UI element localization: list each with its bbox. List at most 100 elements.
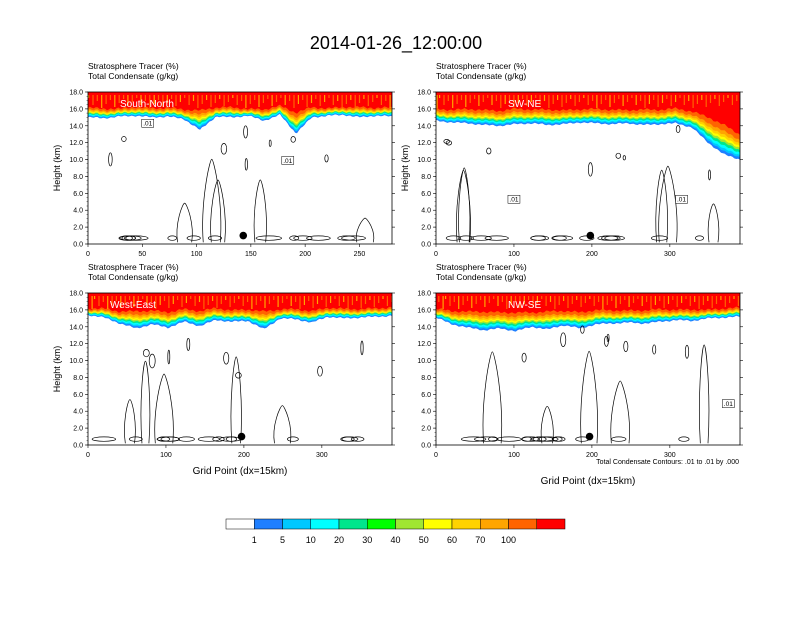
tracer-streak bbox=[171, 92, 173, 99]
y-tick-label: 8.0 bbox=[73, 174, 83, 181]
tracer-streak bbox=[267, 92, 269, 99]
tracer-streak bbox=[563, 293, 565, 301]
colorbar-swatch bbox=[395, 518, 424, 530]
tracer-streak bbox=[177, 293, 179, 300]
tracer-streak bbox=[290, 293, 292, 306]
tracer-streak bbox=[720, 293, 722, 300]
tracer-streak bbox=[192, 92, 195, 101]
y-tick-label: 14.0 bbox=[69, 324, 83, 331]
y-tick-label: 2.0 bbox=[421, 426, 431, 433]
tracer-streak bbox=[385, 92, 387, 101]
tracer-streak bbox=[179, 92, 181, 102]
contour-tower bbox=[655, 169, 668, 243]
panel-header-condensate: Total Condensate (g/kg) bbox=[436, 272, 526, 282]
contour-low bbox=[337, 235, 356, 241]
tracer-streak bbox=[552, 92, 554, 104]
tracer-streak bbox=[456, 92, 458, 104]
tracer-streak bbox=[613, 92, 615, 103]
colorbar-label: 30 bbox=[362, 535, 372, 545]
tracer-streak bbox=[592, 92, 594, 101]
tracer-streak bbox=[659, 293, 661, 301]
tracer-streak bbox=[341, 92, 343, 108]
contour-upper bbox=[604, 335, 609, 347]
contour-upper bbox=[652, 344, 657, 355]
contour-upper bbox=[148, 353, 156, 369]
tracer-streak bbox=[324, 92, 326, 102]
tracer-streak bbox=[163, 293, 166, 301]
contour-low bbox=[445, 235, 462, 241]
tracer-cap bbox=[88, 92, 392, 95]
tracer-streak bbox=[438, 293, 440, 302]
contour-tower bbox=[482, 351, 503, 444]
y-tick-label: 4.0 bbox=[73, 409, 83, 416]
tracer-streak bbox=[102, 293, 104, 302]
contour-tower bbox=[210, 179, 226, 243]
tracer-streak bbox=[698, 293, 700, 309]
tracer-streak bbox=[197, 92, 199, 108]
contour-low bbox=[552, 436, 566, 442]
contour-upper bbox=[324, 154, 329, 163]
tracer-streak bbox=[289, 92, 291, 101]
x-tick-label: 300 bbox=[316, 452, 328, 459]
tracer-streak bbox=[466, 293, 469, 301]
contour-low bbox=[552, 235, 574, 241]
tracer-streak bbox=[619, 293, 621, 304]
tracer-streak bbox=[443, 92, 445, 105]
panel-header-tracer: Stratosphere Tracer (%) bbox=[88, 61, 179, 71]
colorbar-swatch bbox=[310, 518, 340, 530]
tracer-streak bbox=[350, 92, 352, 100]
tracer-streak bbox=[663, 293, 665, 308]
contour-upper bbox=[186, 337, 191, 351]
y-tick-label: 12.0 bbox=[417, 140, 431, 147]
contour-low bbox=[458, 235, 474, 241]
panel-header-tracer: Stratosphere Tracer (%) bbox=[436, 262, 527, 272]
colorbar-swatch bbox=[225, 518, 255, 530]
tracer-streak bbox=[478, 92, 480, 106]
y-tick-label: 6.0 bbox=[421, 392, 431, 399]
tracer-streak bbox=[731, 92, 733, 105]
y-axis-label: Height (km) bbox=[400, 145, 410, 192]
colorbar-label: 40 bbox=[390, 535, 400, 545]
contour-label: .01 bbox=[677, 197, 686, 204]
tracer-streak bbox=[343, 293, 345, 302]
y-tick-label: 2.0 bbox=[73, 426, 83, 433]
colorbar-swatch bbox=[367, 518, 396, 530]
contour-label-box bbox=[722, 399, 735, 408]
contour-low bbox=[650, 235, 669, 241]
y-tick-label: 18.0 bbox=[417, 90, 431, 97]
contour-low bbox=[167, 235, 178, 241]
tracer-streak bbox=[330, 293, 332, 303]
contour-low bbox=[186, 235, 201, 241]
y-tick-label: 2.0 bbox=[73, 225, 83, 232]
tracer-streak bbox=[225, 293, 227, 300]
tracer-streak bbox=[227, 92, 229, 102]
tracer-streak bbox=[332, 92, 334, 105]
tracer-streak bbox=[543, 92, 546, 101]
x-tick-label: 100 bbox=[508, 452, 520, 459]
contour-upper bbox=[223, 351, 230, 365]
colorbar-label: 100 bbox=[501, 535, 516, 545]
contour-tower bbox=[124, 399, 136, 444]
condensate-contours bbox=[91, 337, 365, 444]
tracer-streak bbox=[364, 293, 367, 304]
tracer-streak bbox=[262, 92, 264, 103]
y-tick-label: 0.0 bbox=[73, 443, 83, 450]
tracer-streak bbox=[207, 293, 209, 305]
tracer-streak bbox=[172, 293, 174, 304]
tracer-streak bbox=[351, 293, 353, 305]
tracer-streak bbox=[380, 92, 382, 105]
tracer-streak bbox=[111, 293, 113, 305]
tracer-streak bbox=[558, 293, 560, 305]
contour-tower bbox=[540, 405, 554, 444]
tracer-streak bbox=[159, 293, 161, 305]
contour-tower bbox=[355, 217, 375, 243]
panel-sw-ne: Stratosphere Tracer (%)Total Condensate … bbox=[400, 61, 743, 258]
x-tick-label: 100 bbox=[191, 251, 203, 258]
panel-name: NW-SE bbox=[508, 300, 541, 311]
tracer-streak bbox=[210, 92, 212, 107]
tracer-streak bbox=[497, 293, 499, 306]
contour-tower bbox=[154, 373, 174, 444]
tracer-streak bbox=[315, 92, 317, 99]
tracer-streak bbox=[91, 293, 93, 309]
tracer-streak bbox=[714, 92, 716, 99]
